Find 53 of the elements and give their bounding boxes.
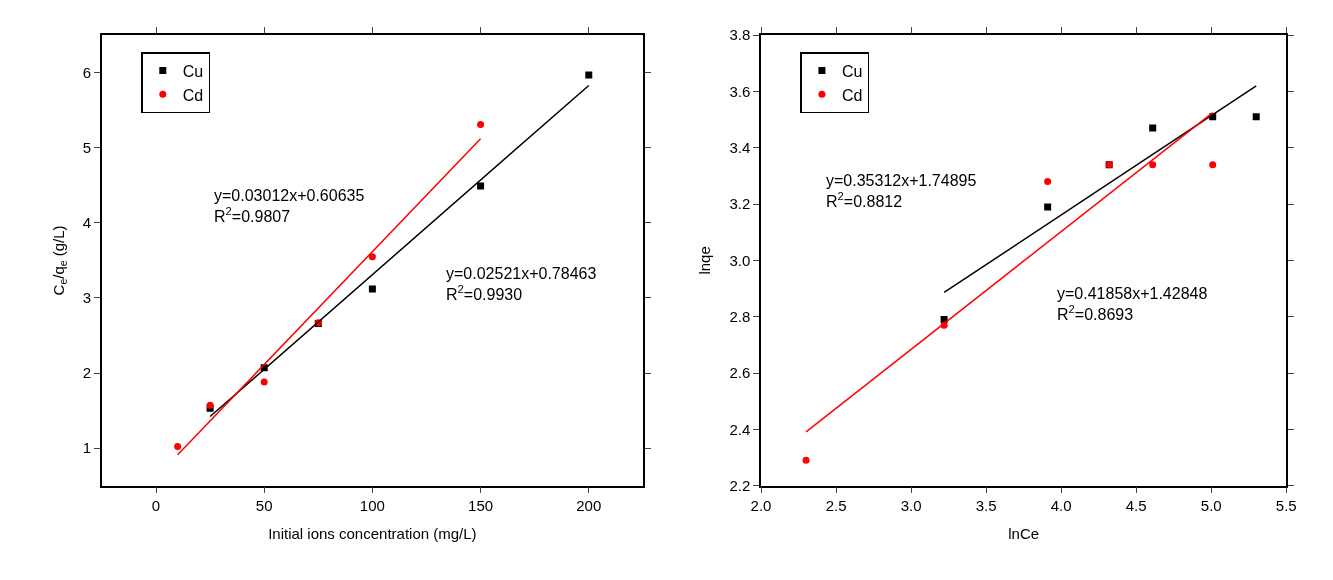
x-tick-label: 3.5 <box>975 497 997 515</box>
x-tick-label: 5.5 <box>1275 497 1297 515</box>
x-tick-label: 2.5 <box>825 497 847 515</box>
point <box>260 378 268 386</box>
y-tick-label: 2.6 <box>729 364 751 382</box>
point <box>1044 203 1052 211</box>
legend-label: Cd <box>841 86 863 104</box>
y-tick-label: 2 <box>82 364 92 382</box>
point <box>174 443 182 451</box>
y-tick-label: 1 <box>82 439 92 457</box>
y-tick-label: 3.2 <box>729 195 751 213</box>
point <box>1044 178 1052 186</box>
point <box>477 121 485 129</box>
point <box>802 456 810 464</box>
y-tick-label: 4 <box>82 214 92 232</box>
y-tick-label: 3.6 <box>729 82 751 100</box>
point <box>1252 113 1260 121</box>
y-tick-label: 2.8 <box>729 307 751 325</box>
x-tick-label: 2.0 <box>750 497 772 515</box>
y-tick-label: 3 <box>82 289 92 307</box>
y-tick-label: 2.2 <box>729 476 751 494</box>
y-tick-label: 2.4 <box>729 420 751 438</box>
x-axis-title: Initial ions concentration (mg/L) <box>268 524 477 542</box>
point <box>368 285 376 293</box>
x-tick-label: 150 <box>468 497 494 515</box>
x-axis-title: lnCe <box>1008 524 1040 542</box>
point <box>585 71 593 79</box>
x-tick-label: 200 <box>576 497 602 515</box>
annotation: y=0.03012x+0.60635 R$^{2}$=0.9807 <box>214 187 365 225</box>
y-tick-label: 5 <box>82 139 92 157</box>
y-tick-label: 3.4 <box>729 139 751 157</box>
annotation: y=0.41858x+1.42848 R$^{2}$=0.8693 <box>1057 285 1208 323</box>
x-tick-label: 100 <box>359 497 385 515</box>
x-tick-label: 4.0 <box>1050 497 1072 515</box>
x-tick-label: 0 <box>151 497 161 515</box>
point <box>1209 161 1217 169</box>
legend-label: Cu <box>182 62 204 80</box>
legend-label: Cd <box>182 86 204 104</box>
legend-label: Cu <box>841 62 863 80</box>
point <box>368 253 376 261</box>
y-tick-label: 3.8 <box>729 26 751 44</box>
annotation: y=0.02521x+0.78463 R$^{2}$=0.9930 <box>446 265 597 303</box>
point <box>477 182 485 190</box>
point <box>1149 124 1157 132</box>
x-tick-label: 4.5 <box>1125 497 1147 515</box>
annotation: y=0.35312x+1.74895 R$^{2}$=0.8812 <box>826 172 977 210</box>
point <box>1149 161 1157 169</box>
x-tick-label: 3.0 <box>900 497 922 515</box>
x-tick-label: 5.0 <box>1200 497 1222 515</box>
y-tick-label: 3.0 <box>729 251 751 269</box>
y-axis-title: lnqe <box>696 246 714 275</box>
x-tick-label: 50 <box>255 497 273 515</box>
y-tick-label: 6 <box>82 63 92 81</box>
